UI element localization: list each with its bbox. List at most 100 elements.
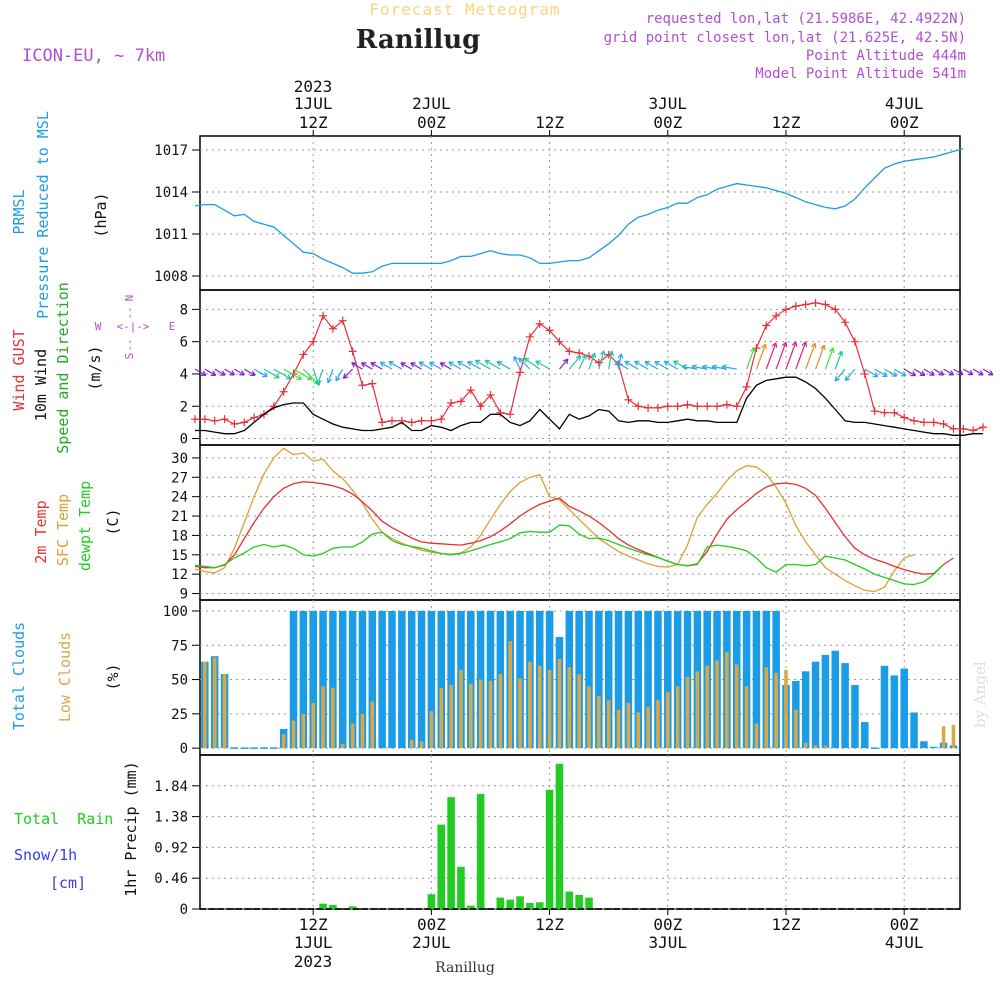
temp-label-3: dewpt Temp <box>76 481 94 571</box>
pressure-tick-label: 1008 <box>154 269 188 285</box>
wind-arrow <box>588 352 596 370</box>
wind-tick-label: 2 <box>180 399 188 415</box>
clouds-tick-label: 75 <box>171 638 188 654</box>
wind-arrow-head <box>262 372 268 378</box>
wind-arrow <box>972 368 984 376</box>
wind-arrow-head <box>608 350 615 356</box>
wind-arrow-head <box>513 355 519 362</box>
low-cloud-bar <box>340 744 345 749</box>
wind-arrow <box>351 362 363 370</box>
gust-point <box>191 415 199 424</box>
wind-arrow <box>765 342 777 370</box>
watermark: by Angel <box>971 661 989 728</box>
low-cloud-bar <box>439 687 444 749</box>
wind-arrow-head <box>761 343 767 350</box>
wind-arrow-head <box>929 370 935 376</box>
total-cloud-bar <box>821 654 830 749</box>
total-cloud-bar <box>585 610 593 749</box>
wind-arrow <box>342 368 354 379</box>
total-cloud-bar <box>742 610 751 749</box>
total-cloud-bar <box>378 610 386 749</box>
app-title: Forecast Meteogram <box>369 0 560 19</box>
gust-point <box>525 332 534 341</box>
low-cloud-bar <box>291 720 296 749</box>
temp-label-2: SFC Temp <box>54 494 72 566</box>
gust-point <box>634 402 643 411</box>
top-tick-date: 1JUL <box>294 94 333 113</box>
rain-bar <box>526 902 534 909</box>
precip-label-3: [cm] <box>50 874 86 892</box>
top-tick-date: 3JUL <box>649 94 688 113</box>
pressure-label-2: Pressure Reduced to MSL <box>34 111 52 319</box>
top-tick-date: 4JUL <box>885 94 924 113</box>
wind-arrow-head <box>467 361 473 367</box>
wind-arrow <box>755 344 767 370</box>
gust-point <box>397 416 406 425</box>
low-cloud-bar <box>656 700 660 749</box>
gust-point <box>959 424 968 433</box>
low-cloud-bar <box>715 660 719 749</box>
cloud-labels: Total Clouds Low Clouds (%) <box>10 622 122 730</box>
model-label: ICON-EU, ~ 7km <box>22 46 165 66</box>
low-cloud-bar <box>951 724 956 749</box>
gust-point <box>653 403 662 412</box>
wind-arrow <box>370 362 383 370</box>
wind-arrow-head <box>250 370 256 376</box>
gust-point <box>299 350 308 359</box>
precip-tick-label: 0.46 <box>154 871 188 887</box>
wind-arrow-head <box>721 364 727 371</box>
gust-point <box>703 402 712 411</box>
wind-arrow-head <box>901 371 907 377</box>
gust-point <box>328 324 337 333</box>
gust-point <box>594 358 603 367</box>
low-cloud-bar <box>409 739 414 749</box>
wind-arrow-head <box>771 342 778 348</box>
gust-point <box>811 298 820 307</box>
wind-arrow-head <box>844 375 851 382</box>
svg-text:--: -- <box>123 306 136 319</box>
low-cloud-bar <box>666 691 670 749</box>
wind-arrow <box>448 361 462 370</box>
gust-point <box>929 418 938 427</box>
rain-bar <box>545 789 554 909</box>
wind-arrow-head <box>781 341 788 348</box>
footer-location: Ranillug <box>435 960 495 976</box>
wind-arrow <box>775 342 787 370</box>
low-cloud-bar <box>547 669 552 749</box>
wind-arrow-head <box>654 361 660 367</box>
gust-point <box>801 300 810 309</box>
low-cloud-bar <box>685 676 690 749</box>
low-cloud-bar <box>764 667 769 749</box>
wind-tick-label: 0 <box>180 432 188 448</box>
gust-point <box>309 337 318 346</box>
top-tick-hour: 00Z <box>417 113 446 132</box>
total-cloud-bar <box>388 610 396 749</box>
gust-point <box>319 311 328 320</box>
wind-arrow <box>467 361 481 370</box>
pressure-line <box>194 147 964 274</box>
total-cloud-bar <box>673 610 682 749</box>
top-tick-hour: 00Z <box>653 113 682 132</box>
total-cloud-bar <box>752 610 761 749</box>
total-cloud-bar <box>900 668 908 749</box>
gust-point <box>407 418 416 427</box>
wind-arrow <box>923 368 935 376</box>
low-cloud-bar <box>754 723 759 749</box>
wind-arrow-head <box>834 375 841 382</box>
total-cloud-bar <box>417 610 426 749</box>
wind-arrow-head <box>239 370 245 376</box>
wind-arrow-head <box>448 361 454 367</box>
low-cloud-bar <box>212 657 217 749</box>
gust-point <box>417 416 426 425</box>
wind-arrow <box>484 359 501 370</box>
gust-point <box>210 416 219 425</box>
rain-bar <box>319 903 327 909</box>
wind-arrow <box>864 368 879 378</box>
total-cloud-bar <box>398 610 406 749</box>
wind-arrow-head <box>919 370 926 376</box>
gust-point <box>713 402 722 411</box>
pressure-label-1: PRMSL <box>10 189 28 234</box>
wind-arrow-head <box>410 362 416 368</box>
gust-point <box>939 420 948 429</box>
rain-bar <box>535 902 544 909</box>
